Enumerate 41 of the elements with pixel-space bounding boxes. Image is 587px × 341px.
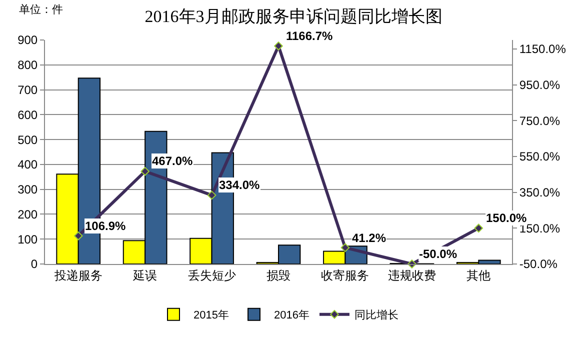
point [140,166,150,176]
y2-tick-label: 750.0% [519,114,560,128]
y2-tick-label: -50.0% [519,257,558,272]
x-tick-label: 收寄服务 [321,268,370,282]
legend-label: 2015年 [194,310,229,322]
y-tick-label: 100 [18,232,38,246]
chart-title: 2016年3月邮政服务申诉问题同比增长图 [144,7,442,26]
data-label: 334.0% [219,178,260,192]
y-tick-label: 900 [18,33,38,48]
y2-tick-label: 350.0% [519,186,560,200]
point [274,42,283,50]
legend-label: 同比增长 [354,308,398,322]
x-tick-label: 丢失短少 [188,268,236,282]
data-label: 150.0% [486,211,528,225]
data-label: 106.9% [85,219,126,233]
data-label: -50.0% [419,247,458,261]
y-tick-label: 700 [18,82,38,97]
y-tick-label: 0 [30,257,38,272]
y-tick-label: 500 [18,132,38,147]
point [207,190,216,200]
y-tick-label: 200 [18,207,38,222]
y2-tick-label: 1150.0% [519,42,566,56]
data-label: 41.2% [352,231,386,245]
y-tick-label: 800 [18,58,38,72]
point [74,231,83,240]
y2-tick-label: 550.0% [519,150,560,164]
x-tick-label: 违规收费 [388,268,436,282]
text: 单位：件 [19,3,63,16]
legend-label: 2016年 [274,310,310,322]
y-tick-label: 600 [18,108,38,122]
y-tick-label: 400 [18,158,38,172]
data-label: 467.0% [152,154,194,168]
x-tick-label: 损毁 [266,268,290,282]
point [340,243,350,252]
point [474,224,484,233]
y2-tick-label: 950.0% [519,78,560,92]
x-tick-label: 延误 [132,268,158,282]
x-tick-label: 其他 [466,268,491,282]
y-tick-label: 300 [18,182,38,197]
x-tick-label: 投递服务 [53,268,102,282]
data-label: 1166.7% [286,29,334,43]
